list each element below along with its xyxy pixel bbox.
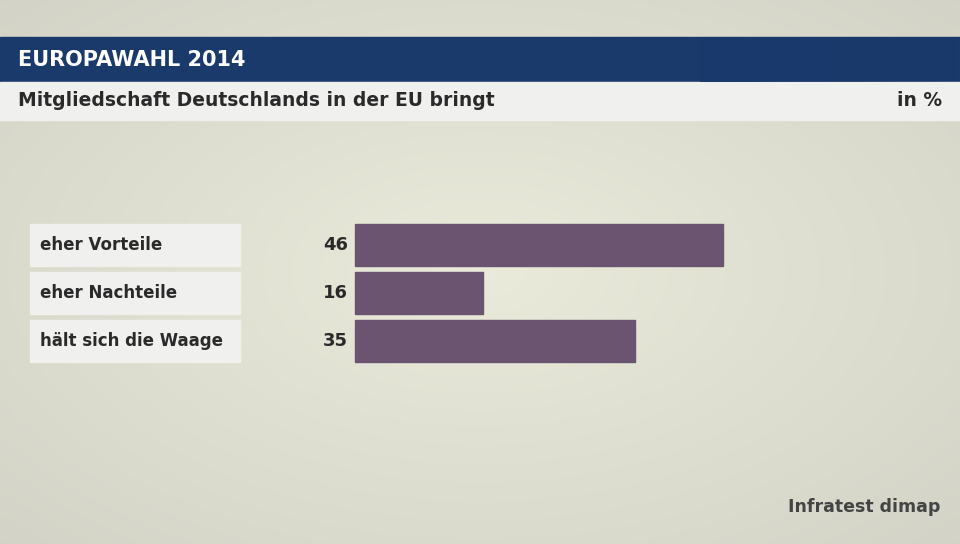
Bar xyxy=(30,320,240,362)
Text: in %: in % xyxy=(897,91,942,110)
Text: eher Nachteile: eher Nachteile xyxy=(40,284,178,302)
Bar xyxy=(355,320,635,362)
Text: Mitgliedschaft Deutschlands in der EU bringt: Mitgliedschaft Deutschlands in der EU br… xyxy=(18,91,494,110)
Text: 35: 35 xyxy=(323,332,348,350)
Bar xyxy=(0,37,960,82)
Text: eher Vorteile: eher Vorteile xyxy=(40,236,162,254)
Text: EUROPAWAHL 2014: EUROPAWAHL 2014 xyxy=(18,50,246,70)
Text: 46: 46 xyxy=(323,236,348,254)
Text: Infratest dimap: Infratest dimap xyxy=(787,498,940,516)
Bar xyxy=(30,224,240,266)
Bar xyxy=(355,272,483,314)
Text: hält sich die Waage: hält sich die Waage xyxy=(40,332,223,350)
Bar xyxy=(355,224,723,266)
Bar xyxy=(0,82,960,120)
Bar xyxy=(30,272,240,314)
Text: 16: 16 xyxy=(323,284,348,302)
